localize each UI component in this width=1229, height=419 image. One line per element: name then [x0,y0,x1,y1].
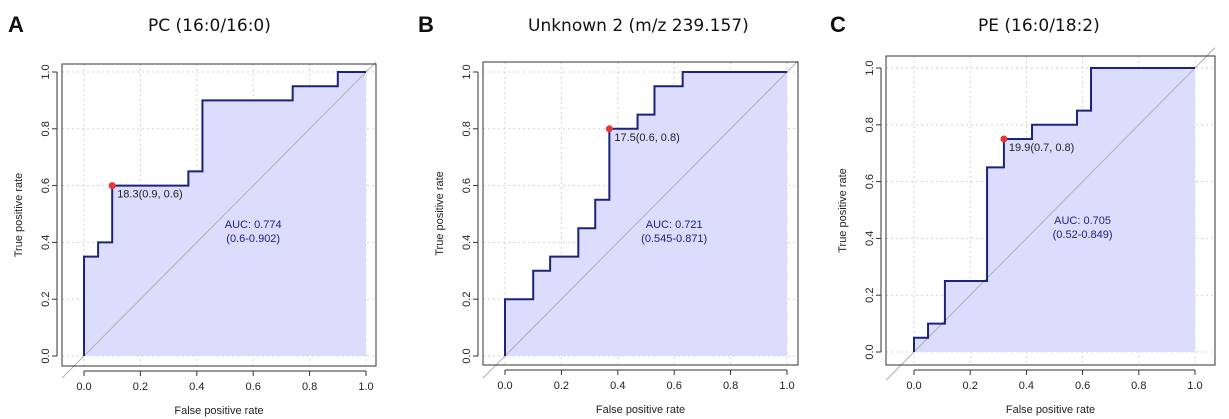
roc-curve [83,71,366,356]
roc-chart-c: 0.0 0.2 0.4 0.6 0.8 1.0 False positive rate 0.0… [837,47,1216,416]
x-tick-label: 1.0 [1187,380,1202,392]
y-axis-label: True positive rate [837,168,849,253]
auc-ci-label: (0.52-0.849) [1053,229,1113,241]
x-tick-label: 0.2 [133,381,148,393]
plot-frame [61,63,377,367]
threshold-point [605,125,613,133]
y-tick-label: 0.6 [40,178,52,193]
auc-label: AUC: 0.721 [646,219,703,231]
x-axis-label: False positive rate [596,404,685,416]
y-tick-label: 0.2 [864,288,876,303]
x-tick-label: 1.0 [779,380,794,392]
y-tick-label: 0.2 [461,292,473,307]
y-tick-label: 0.6 [461,178,473,193]
y-tick-label: 0.8 [461,121,473,136]
x-tick-label: 0.8 [1131,380,1146,392]
panel-letter: A [8,12,24,37]
threshold-label: 17.5(0.6, 0.8) [614,132,679,144]
y-tick-label: 0.6 [864,174,876,189]
x-tick-label: 0.6 [667,380,682,392]
diagonal-reference-line [61,61,377,379]
panel-letter: C [830,12,846,37]
diagonal-reference-line [482,60,799,379]
y-tick-label: 1.0 [864,60,876,75]
x-tick-label: 0.2 [554,380,569,392]
auc-label: AUC: 0.774 [225,219,282,231]
roc-chart-b: 0.0 0.2 0.4 0.6 0.8 1.0 False positive rate 0.0… [434,60,799,416]
x-tick-label: 0.6 [1075,380,1090,392]
plot-frame [885,55,1216,366]
y-tick-label: 0.4 [864,231,876,246]
x-tick-label: 0.0 [497,380,512,392]
plot-frame [482,61,799,366]
panel-letter: B [418,12,434,37]
y-tick-label: 0.0 [461,348,473,363]
threshold-label: 18.3(0.9, 0.6) [117,189,182,201]
y-tick-label: 0.2 [40,292,52,307]
roc-chart-a: 0.0 0.2 0.4 0.6 0.8 1.0 False positive rate 0.0… [13,61,377,417]
auc-label: AUC: 0.705 [1054,215,1111,227]
x-tick-label: 0.8 [302,381,317,393]
x-tick-label: 0.4 [1019,380,1034,392]
x-tick-label: 0.8 [723,380,738,392]
y-tick-label: 0.0 [864,344,876,359]
y-tick-label: 0.4 [40,235,52,250]
x-axis-label: False positive rate [174,405,263,417]
chart-title: Unknown 2 (m/z 239.157) [528,16,749,36]
threshold-point [108,182,116,190]
chart-title: PC (16:0/16:0) [148,16,271,36]
y-axis-label: True positive rate [434,171,446,256]
roc-curve [504,71,787,356]
y-tick-label: 0.4 [461,235,473,250]
x-tick-label: 0.6 [246,381,261,393]
y-tick-label: 1.0 [40,64,52,79]
auc-ci-label: (0.6-0.902) [226,233,280,245]
x-tick-label: 0.4 [189,381,204,393]
y-tick-label: 1.0 [461,64,473,79]
x-tick-label: 1.0 [358,381,373,393]
auc-ci-label: (0.545-0.871) [641,233,707,245]
roc-panel-a: A PC (16:0/16:0) 0.0 0.2 0.4 0.6 0.8 1.0 False… [0,0,410,419]
x-tick-label: 0.4 [610,380,625,392]
chart-title: PE (16:0/18:2) [978,16,1100,36]
y-tick-label: 0.0 [40,348,52,363]
x-tick-label: 0.0 [76,381,91,393]
roc-panel-b: B Unknown 2 (m/z 239.157) 0.0 0.2 0.4 0.6 0.… [410,0,820,419]
x-axis-label: False positive rate [1006,404,1095,416]
roc-panel-c: C PE (16:0/18:2) 0.0 0.2 0.4 0.6 0.8 1.0 False… [820,0,1229,419]
x-tick-label: 0.2 [963,380,978,392]
y-axis-label: True positive rate [13,173,25,258]
roc-curve [913,67,1195,352]
threshold-point [1000,135,1008,143]
diagonal-reference-line [885,47,1216,381]
x-tick-label: 0.0 [906,380,921,392]
y-tick-label: 0.8 [864,117,876,132]
threshold-label: 19.9(0.7, 0.8) [1009,142,1074,154]
y-tick-label: 0.8 [40,121,52,136]
